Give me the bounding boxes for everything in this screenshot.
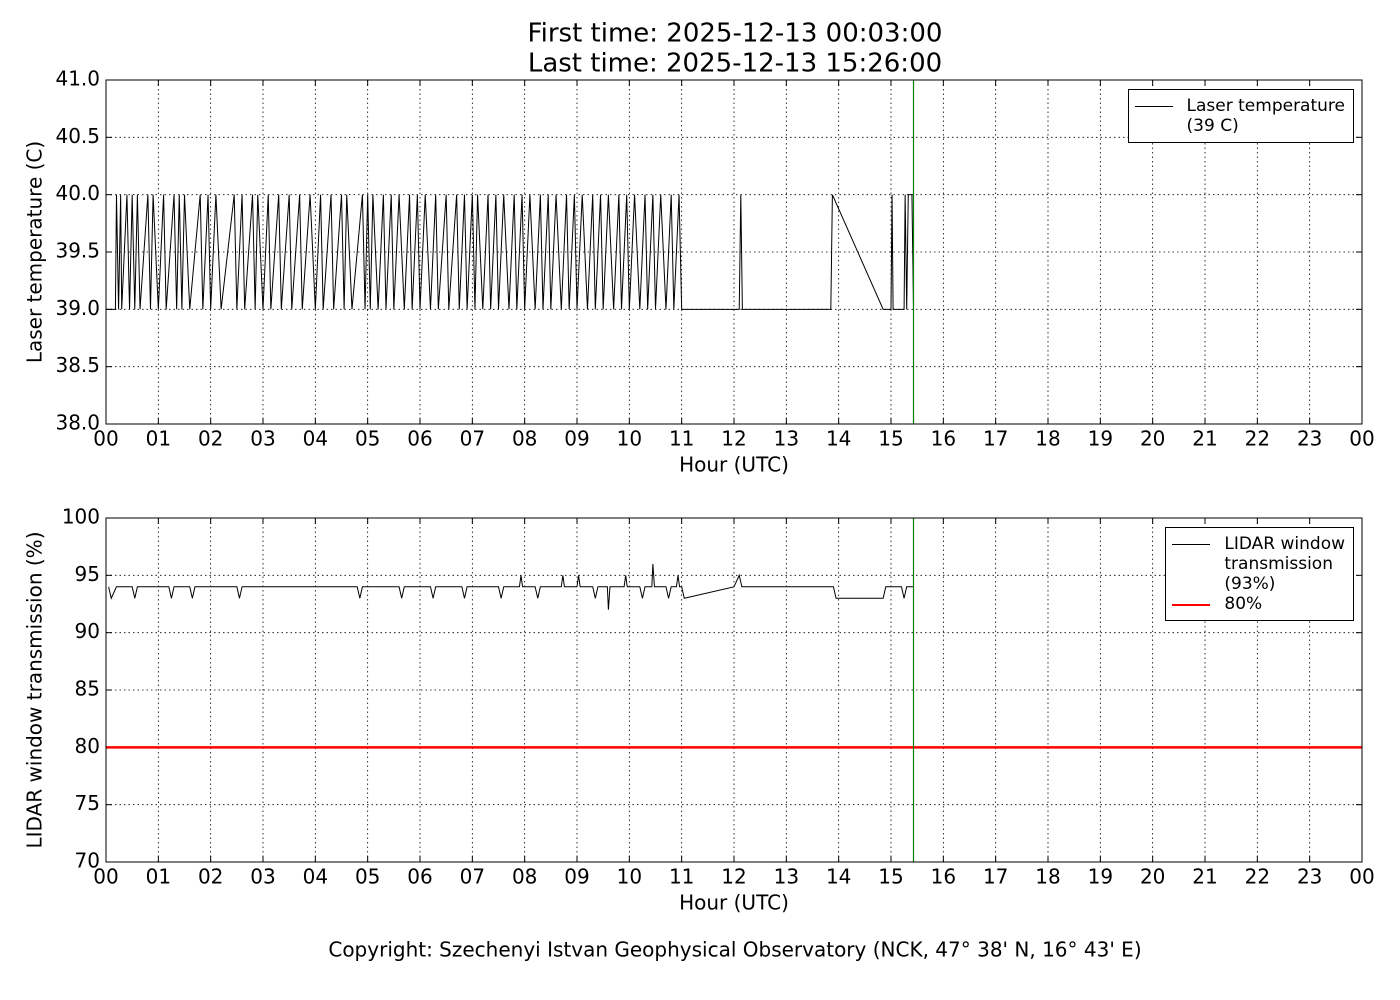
- y-tick-label: 90: [75, 619, 100, 643]
- x-axis-label: Hour (UTC): [679, 891, 789, 915]
- x-axis-label: Hour (UTC): [679, 453, 789, 477]
- y-tick-label: 41.0: [55, 67, 100, 91]
- series-line: [106, 194, 914, 310]
- x-tick-label: 14: [826, 427, 851, 451]
- series-line: [108, 563, 914, 610]
- x-tick-label: 18: [1035, 865, 1060, 889]
- plot-frame: [105, 517, 1363, 863]
- y-tick-label: 80: [75, 734, 100, 758]
- legend-swatch: [1172, 604, 1211, 606]
- x-tick-label: 10: [617, 865, 642, 889]
- legend-swatch: [1134, 106, 1173, 107]
- x-tick-label: 18: [1035, 427, 1060, 451]
- x-tick-label: 14: [826, 865, 851, 889]
- x-tick-label: 15: [878, 865, 903, 889]
- x-tick-label: 16: [931, 427, 956, 451]
- x-tick-label: 23: [1297, 865, 1322, 889]
- x-tick-label: 00: [93, 427, 118, 451]
- x-tick-label: 21: [1192, 865, 1217, 889]
- x-tick-label: 01: [146, 865, 171, 889]
- x-tick-label: 06: [407, 427, 432, 451]
- legend-item: LIDAR window transmission (93%): [1172, 534, 1345, 594]
- x-tick-label: 23: [1297, 427, 1322, 451]
- x-tick-label: 15: [878, 427, 903, 451]
- x-tick-label: 07: [460, 427, 485, 451]
- y-tick-label: 70: [75, 849, 100, 873]
- x-tick-label: 17: [983, 427, 1008, 451]
- x-tick-label: 11: [669, 427, 694, 451]
- x-tick-label: 07: [460, 865, 485, 889]
- x-tick-label: 02: [198, 427, 223, 451]
- x-tick-label: 00: [1349, 865, 1374, 889]
- title-line: Last time: 2025-12-13 15:26:00: [528, 49, 942, 79]
- x-tick-label: 12: [721, 865, 746, 889]
- y-tick-label: 95: [75, 562, 100, 586]
- x-tick-label: 17: [983, 865, 1008, 889]
- x-tick-label: 03: [250, 427, 275, 451]
- legend-swatch: [1172, 544, 1211, 545]
- x-tick-label: 20: [1140, 865, 1165, 889]
- y-tick-label: 40.5: [55, 124, 100, 148]
- x-tick-label: 19: [1088, 427, 1113, 451]
- x-tick-label: 19: [1088, 865, 1113, 889]
- x-tick-label: 05: [355, 427, 380, 451]
- legend-item: Laser temperature (39 C): [1134, 96, 1345, 136]
- x-tick-label: 05: [355, 865, 380, 889]
- x-tick-label: 11: [669, 865, 694, 889]
- x-tick-label: 20: [1140, 427, 1165, 451]
- legend-label: Laser temperature (39 C): [1186, 96, 1345, 136]
- x-tick-label: 06: [407, 865, 432, 889]
- x-tick-label: 22: [1245, 865, 1270, 889]
- y-tick-label: 85: [75, 677, 100, 701]
- y-tick-label: 39.0: [55, 296, 100, 320]
- y-tick-label: 38.0: [55, 411, 100, 435]
- x-tick-label: 10: [617, 427, 642, 451]
- legend: Laser temperature (39 C): [1127, 89, 1354, 143]
- x-tick-label: 00: [93, 865, 118, 889]
- footer: Copyright: Szechenyi Istvan Geophysical …: [328, 938, 1141, 962]
- y-tick-label: 40.0: [55, 181, 100, 205]
- legend-label: 80%: [1224, 594, 1263, 614]
- x-tick-label: 13: [774, 865, 799, 889]
- x-tick-label: 13: [774, 427, 799, 451]
- x-tick-label: 08: [512, 865, 537, 889]
- x-tick-label: 02: [198, 865, 223, 889]
- plot-frame: [105, 79, 1363, 425]
- legend-label: LIDAR window transmission (93%): [1224, 534, 1345, 594]
- x-tick-label: 16: [931, 865, 956, 889]
- legend-item: 80%: [1172, 594, 1345, 614]
- x-tick-label: 04: [303, 865, 328, 889]
- y-tick-label: 75: [75, 791, 100, 815]
- x-tick-label: 00: [1349, 427, 1374, 451]
- x-tick-label: 22: [1245, 427, 1270, 451]
- y-tick-label: 39.5: [55, 239, 100, 263]
- x-tick-label: 12: [721, 427, 746, 451]
- x-tick-label: 03: [250, 865, 275, 889]
- x-tick-label: 09: [564, 865, 589, 889]
- y-axis-label: LIDAR window transmission (%): [23, 532, 47, 849]
- y-tick-label: 38.5: [55, 353, 100, 377]
- y-axis-label: Laser temperature (C): [23, 141, 47, 363]
- x-tick-label: 21: [1192, 427, 1217, 451]
- legend: LIDAR window transmission (93%) 80%: [1165, 527, 1354, 621]
- title-line: First time: 2025-12-13 00:03:00: [528, 19, 943, 49]
- x-tick-label: 01: [146, 427, 171, 451]
- y-tick-label: 100: [62, 505, 100, 529]
- x-tick-label: 08: [512, 427, 537, 451]
- x-tick-label: 04: [303, 427, 328, 451]
- x-tick-label: 09: [564, 427, 589, 451]
